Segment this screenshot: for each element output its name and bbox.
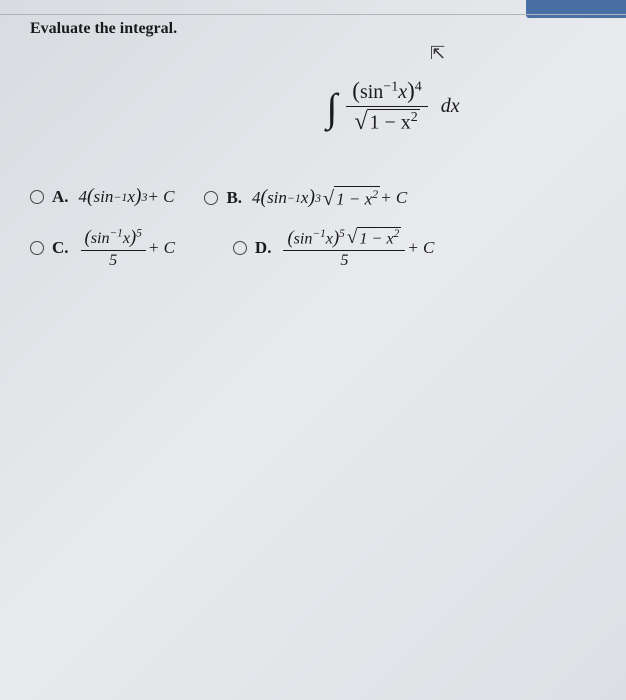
num-c: (sin−1x)5 <box>81 227 146 251</box>
exp-inner: −1 <box>312 228 325 240</box>
exp-inner: −1 <box>113 190 127 205</box>
integral-expression: ⇱ ∫ (sin−1x)4 1 − x2 dx <box>190 78 596 136</box>
option-row-2: C. (sin−1x)5 5 + C D. (sin−1x)5 1 − x2 <box>30 227 596 270</box>
var: x <box>398 81 407 103</box>
var: x <box>123 230 130 247</box>
outer-exp: 4 <box>415 79 422 94</box>
den-d: 5 <box>283 251 405 270</box>
option-c-math: (sin−1x)5 5 + C <box>79 227 175 270</box>
sqrt-exp: 2 <box>411 110 418 125</box>
numerator: (sin−1x)4 <box>346 78 427 107</box>
option-label-c: C. <box>52 238 69 258</box>
option-label-b: B. <box>226 188 242 208</box>
coeff: 4 <box>252 188 261 208</box>
option-a[interactable]: A. 4(sin−1x)3 + C <box>30 186 174 208</box>
denominator: 1 − x2 <box>346 107 427 136</box>
func: sin <box>267 188 287 208</box>
integrand-fraction: (sin−1x)4 1 − x2 <box>346 78 427 136</box>
option-row-1: A. 4(sin−1x)3 + C B. 4(sin−1x)31 − x2 + … <box>30 186 596 211</box>
func: sin <box>94 187 114 207</box>
tail: + C <box>407 238 434 258</box>
radio-icon[interactable] <box>30 190 44 204</box>
inner-exp: −1 <box>383 79 398 94</box>
exp-outer: 5 <box>136 227 142 239</box>
exp-inner: −1 <box>110 227 123 239</box>
sqrt-exp: 2 <box>372 187 378 201</box>
tail: + C <box>147 187 174 207</box>
func: sin <box>91 230 110 247</box>
option-c[interactable]: C. (sin−1x)5 5 + C <box>30 227 175 270</box>
radio-icon[interactable] <box>30 241 44 255</box>
exp-outer: 5 <box>339 228 345 240</box>
sqrt-inner: 1 − x <box>336 190 372 209</box>
integral-sign: ∫ <box>326 84 337 131</box>
func: sin <box>294 230 313 247</box>
coeff: 4 <box>79 187 88 207</box>
option-b-math: 4(sin−1x)31 − x2 + C <box>252 186 407 211</box>
question-prompt: Evaluate the integral. <box>30 20 596 38</box>
sqrt-inner: 1 − x <box>359 230 393 247</box>
exp-inner: −1 <box>287 191 301 206</box>
answer-options: A. 4(sin−1x)3 + C B. 4(sin−1x)31 − x2 + … <box>30 186 596 270</box>
var: x <box>326 230 333 247</box>
func-name: sin <box>360 81 383 103</box>
var: x <box>127 187 135 207</box>
option-label-d: D. <box>255 238 272 258</box>
tail: + C <box>148 238 175 258</box>
tail: + C <box>380 188 407 208</box>
option-a-math: 4(sin−1x)3 + C <box>79 186 175 208</box>
radio-icon[interactable] <box>233 241 247 255</box>
radio-icon[interactable] <box>204 191 218 205</box>
sqrt-inner: 1 − x <box>369 112 410 134</box>
frac-c: (sin−1x)5 5 <box>81 227 146 270</box>
option-b[interactable]: B. 4(sin−1x)31 − x2 + C <box>204 186 407 211</box>
divider <box>0 14 626 15</box>
frac-d: (sin−1x)51 − x2 5 <box>283 227 405 270</box>
exp-outer: 3 <box>315 191 321 206</box>
num-d: (sin−1x)51 − x2 <box>283 227 405 251</box>
option-d-math: (sin−1x)51 − x2 5 + C <box>281 227 434 270</box>
differential: dx <box>441 95 460 117</box>
sqrt-exp: 2 <box>394 228 400 240</box>
option-label-a: A. <box>52 187 69 207</box>
cursor-icon: ⇱ <box>430 43 445 64</box>
header-fragment <box>526 0 626 18</box>
den-c: 5 <box>81 251 146 270</box>
option-d[interactable]: D. (sin−1x)51 − x2 5 + C <box>233 227 434 270</box>
